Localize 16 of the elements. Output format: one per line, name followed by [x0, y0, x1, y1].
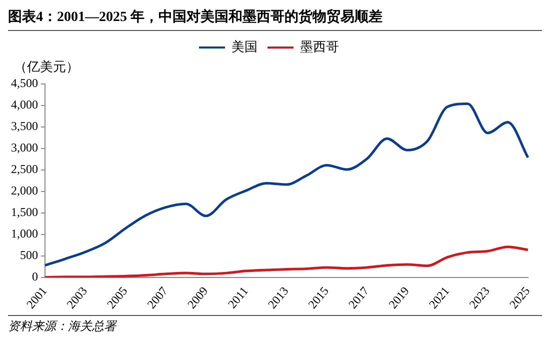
y-axis-title: （亿美元）: [14, 58, 79, 76]
line-series: [44, 102, 530, 267]
y-tick-label: 500: [20, 248, 38, 262]
y-tick-label: 0: [32, 270, 38, 284]
y-tick-label: 3,500: [11, 119, 38, 134]
y-tick-label: 2,000: [11, 184, 38, 198]
y-tick-label: 2,500: [11, 162, 38, 176]
legend-label: 美国: [232, 38, 258, 54]
legend-label: 墨西哥: [300, 38, 339, 54]
y-tick-label: 4,000: [11, 98, 38, 112]
y-tick-label: 1,000: [11, 226, 38, 241]
y-tick-label: 3,000: [11, 140, 38, 155]
text: 资料来源：海关总署: [8, 315, 542, 335]
y-tick-label: 4,500: [11, 76, 38, 90]
chart-title: 图表4：2001—2025 年，中国对美国和墨西哥的货物贸易顺差: [8, 8, 542, 31]
y-tick-label: 1,500: [11, 205, 38, 220]
